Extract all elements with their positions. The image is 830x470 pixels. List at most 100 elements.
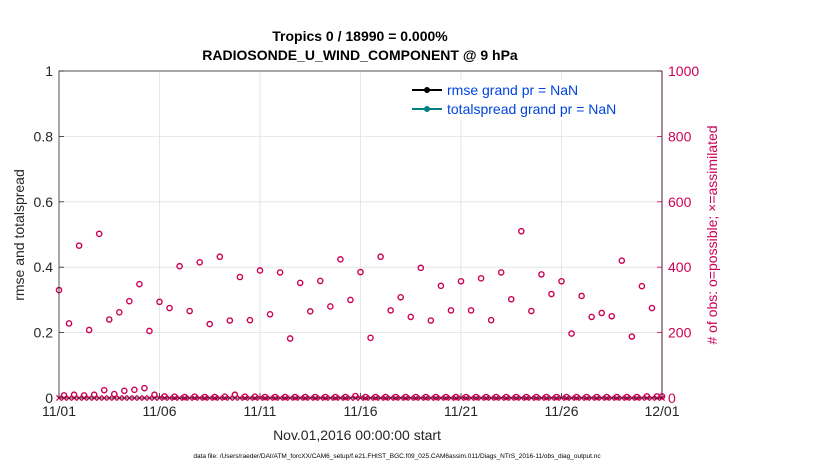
- possible-obs-point: [196, 258, 203, 266]
- right-tick-label: 600: [668, 194, 692, 210]
- legend-totalspread-label: totalspread grand pr = NaN: [447, 101, 616, 117]
- possible-obs-point: [613, 393, 621, 401]
- possible-obs-point: [523, 393, 530, 401]
- possible-obs-point: [105, 316, 113, 323]
- possible-obs-point: [377, 253, 384, 261]
- possible-obs-point: [367, 334, 374, 342]
- possible-obs-point: [266, 310, 274, 318]
- possible-obs-point: [553, 393, 560, 401]
- possible-obs-point: [518, 227, 525, 235]
- right-tick-label: 0: [668, 390, 676, 406]
- possible-obs-point: [497, 269, 505, 276]
- possible-obs-point: [211, 393, 219, 401]
- possible-obs-point: [241, 393, 249, 400]
- possible-obs-point: [593, 393, 600, 401]
- legend-rmse-label: rmse grand pr = NaN: [447, 82, 578, 98]
- chart-title: Tropics 0 / 18990 = 0.000%: [272, 28, 448, 44]
- legend-totalspread-marker: [424, 106, 430, 112]
- possible-obs-point: [206, 320, 214, 328]
- right-tick-label: 400: [668, 259, 692, 275]
- x-tick-label: 11/06: [143, 403, 177, 419]
- right-tick-label: 800: [668, 128, 692, 144]
- possible-obs-point: [246, 316, 254, 324]
- x-tick-label: 12/01: [644, 403, 679, 419]
- possible-obs-point: [271, 393, 279, 401]
- possible-obs-point: [362, 393, 369, 401]
- possible-obs-point: [638, 282, 646, 290]
- possible-obs-point: [141, 384, 148, 392]
- left-tick-label: 0.8: [34, 128, 54, 144]
- possible-obs-point: [201, 393, 209, 401]
- possible-obs-point: [543, 393, 550, 401]
- possible-obs-point: [397, 293, 405, 301]
- possible-obs-point: [578, 292, 585, 300]
- possible-obs-point: [216, 253, 224, 261]
- possible-obs-point: [261, 393, 269, 401]
- possible-obs-point: [437, 282, 445, 290]
- possible-obs-point: [452, 393, 460, 401]
- possible-obs-point: [296, 279, 304, 287]
- left-axis-label: rmse and totalspread: [11, 169, 27, 301]
- possible-obs-point: [116, 309, 123, 316]
- possible-obs-point: [322, 393, 329, 401]
- possible-obs-point: [100, 386, 108, 394]
- possible-obs-point: [136, 280, 143, 288]
- possible-obs-point: [176, 262, 183, 270]
- x-tick-label: 11/11: [244, 403, 277, 419]
- possible-obs-point: [563, 393, 570, 401]
- left-tick-label: 0: [45, 390, 53, 406]
- left-tick-label: 1: [45, 63, 53, 79]
- possible-obs-point: [533, 393, 540, 401]
- possible-obs-point: [442, 393, 450, 401]
- grid-lines: [59, 71, 662, 398]
- possible-obs-point: [276, 269, 284, 276]
- possible-obs-point: [487, 316, 495, 324]
- possible-obs-point: [472, 393, 480, 401]
- possible-obs-point: [85, 326, 93, 334]
- possible-obs-point: [623, 393, 631, 401]
- possible-obs-point: [402, 393, 410, 401]
- x-tick-label: 11/16: [344, 403, 378, 419]
- possible-obs-point: [482, 393, 490, 401]
- possible-obs-point: [221, 393, 229, 400]
- possible-obs-point: [502, 393, 510, 401]
- possible-obs-point: [538, 271, 545, 278]
- x-tick-label: 11/26: [545, 403, 579, 419]
- possible-obs-point: [588, 313, 595, 321]
- possible-obs-point: [422, 393, 430, 401]
- possible-obs-point: [337, 256, 344, 263]
- possible-obs-point: [603, 393, 611, 401]
- possible-obs-point: [628, 333, 636, 340]
- possible-obs-point: [256, 267, 264, 274]
- data-file-footer: data file: /Users/raeder/DAI/ATM_forcXX/…: [193, 453, 601, 460]
- legend-box: [386, 80, 654, 120]
- possible-obs-point: [121, 387, 128, 395]
- possible-obs-point: [507, 295, 515, 303]
- possible-obs-point: [327, 303, 334, 310]
- possible-obs-point: [447, 307, 455, 314]
- possible-obs-point: [126, 297, 133, 305]
- left-tick-label: 0.2: [34, 325, 54, 341]
- possible-obs-point: [181, 393, 188, 401]
- possible-obs-point: [236, 273, 244, 281]
- plot-frame: [58, 70, 663, 399]
- right-axis-label: # of obs: o=possible; ×=assimilated: [704, 125, 720, 344]
- possible-obs-point: [65, 320, 73, 327]
- possible-obs-point: [332, 393, 339, 401]
- x-axis-ticks: 11/01 11/06 11/11 11/16 11/21 11/26 12/01: [42, 393, 680, 419]
- possible-obs-point: [528, 307, 535, 315]
- possible-obs-point: [417, 264, 425, 272]
- possible-obs-point: [548, 290, 555, 298]
- possible-obs-point: [598, 309, 606, 317]
- possible-obs-point: [186, 307, 193, 315]
- right-tick-label: 1000: [668, 63, 699, 79]
- possible-obs-point: [467, 307, 475, 314]
- possible-obs-point: [316, 277, 324, 285]
- possible-obs-series: [55, 227, 666, 401]
- possible-obs-point: [558, 277, 565, 285]
- left-tick-label: 0.4: [34, 259, 54, 275]
- possible-obs-point: [407, 313, 415, 321]
- possible-obs-point: [387, 307, 394, 314]
- possible-obs-point: [110, 390, 118, 398]
